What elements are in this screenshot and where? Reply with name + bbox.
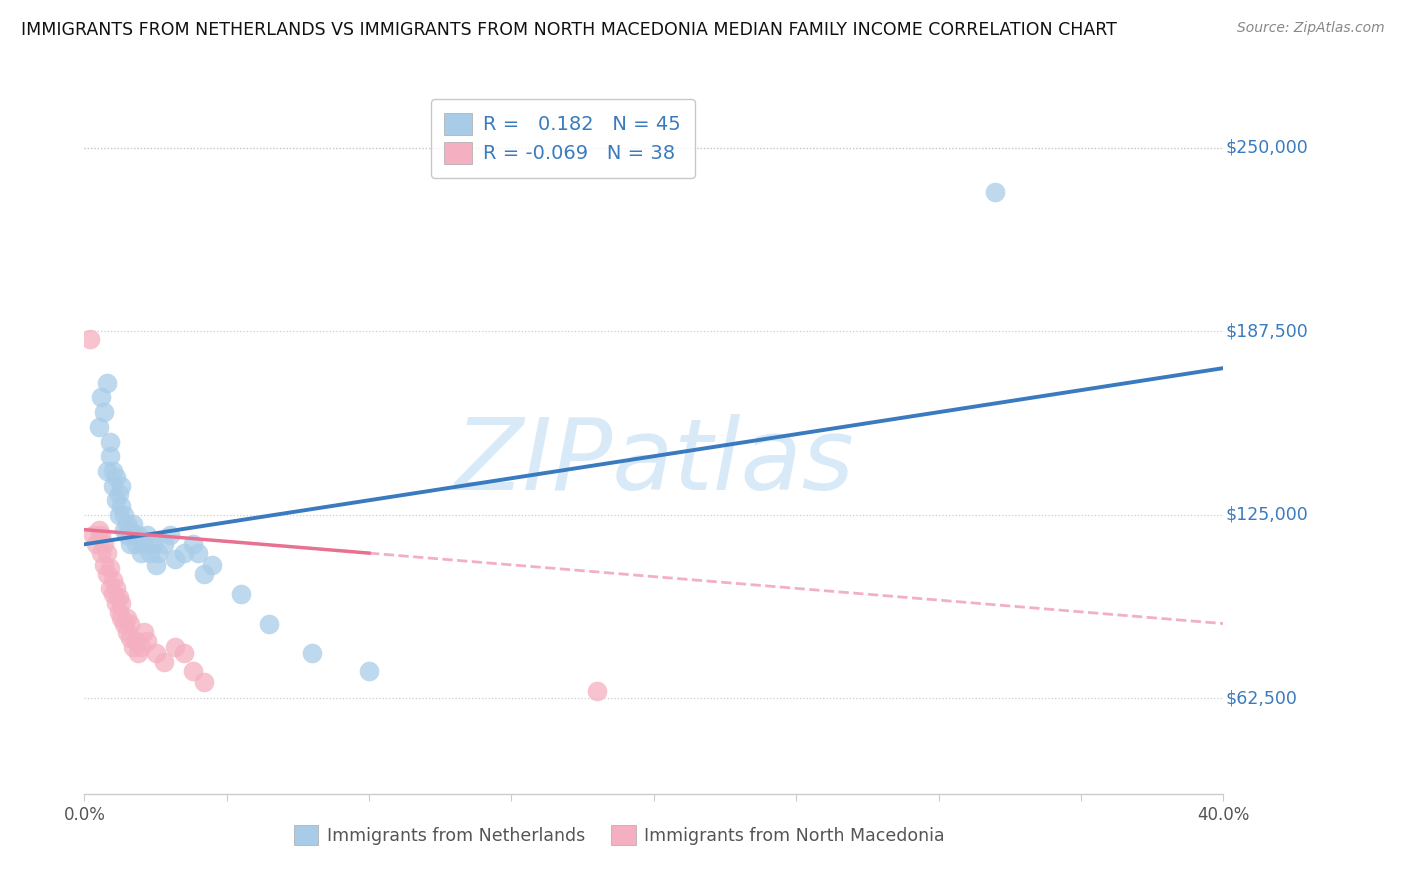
- Text: ZIPatlas: ZIPatlas: [454, 414, 853, 511]
- Point: [173, 546, 195, 560]
- Point: [82, 528, 104, 542]
- Point: [165, 552, 187, 566]
- Point: [110, 596, 132, 610]
- Point: [193, 675, 215, 690]
- Point: [98, 561, 121, 575]
- Point: [110, 610, 132, 624]
- Point: [79, 332, 101, 346]
- Text: IMMIGRANTS FROM NETHERLANDS VS IMMIGRANTS FROM NORTH MACEDONIA MEDIAN FAMILY INC: IMMIGRANTS FROM NETHERLANDS VS IMMIGRANT…: [21, 21, 1116, 38]
- Point: [110, 499, 132, 513]
- Text: $250,000: $250,000: [1226, 139, 1308, 157]
- Point: [984, 185, 1007, 199]
- Point: [96, 546, 118, 560]
- Point: [96, 464, 118, 478]
- Point: [107, 487, 129, 501]
- Point: [121, 640, 143, 654]
- Point: [84, 537, 107, 551]
- Point: [93, 558, 115, 572]
- Point: [101, 464, 124, 478]
- Point: [127, 646, 149, 660]
- Point: [115, 528, 138, 542]
- Point: [96, 566, 118, 581]
- Point: [101, 573, 124, 587]
- Text: $125,000: $125,000: [1226, 506, 1308, 524]
- Point: [153, 537, 176, 551]
- Point: [131, 546, 153, 560]
- Point: [131, 640, 153, 654]
- Point: [586, 684, 609, 698]
- Point: [101, 478, 124, 492]
- Point: [118, 616, 141, 631]
- Point: [112, 523, 135, 537]
- Point: [93, 537, 115, 551]
- Point: [201, 558, 224, 572]
- Point: [107, 590, 129, 604]
- Point: [87, 523, 110, 537]
- Point: [229, 587, 252, 601]
- Point: [124, 634, 146, 648]
- Point: [101, 587, 124, 601]
- Point: [110, 478, 132, 492]
- Point: [124, 537, 146, 551]
- Point: [107, 508, 129, 522]
- Point: [115, 516, 138, 531]
- Point: [112, 616, 135, 631]
- Point: [159, 528, 181, 542]
- Point: [104, 469, 127, 483]
- Point: [153, 655, 176, 669]
- Point: [187, 546, 209, 560]
- Point: [96, 376, 118, 390]
- Point: [181, 537, 204, 551]
- Text: Source: ZipAtlas.com: Source: ZipAtlas.com: [1237, 21, 1385, 35]
- Point: [104, 493, 127, 508]
- Point: [118, 523, 141, 537]
- Point: [139, 546, 162, 560]
- Point: [87, 420, 110, 434]
- Point: [173, 646, 195, 660]
- Point: [121, 516, 143, 531]
- Point: [145, 558, 167, 572]
- Point: [181, 664, 204, 678]
- Point: [90, 391, 112, 405]
- Point: [118, 537, 141, 551]
- Legend: Immigrants from Netherlands, Immigrants from North Macedonia: Immigrants from Netherlands, Immigrants …: [287, 818, 952, 852]
- Point: [134, 537, 156, 551]
- Point: [104, 582, 127, 596]
- Point: [301, 646, 323, 660]
- Point: [193, 566, 215, 581]
- Text: $187,500: $187,500: [1226, 322, 1308, 341]
- Point: [98, 434, 121, 449]
- Point: [127, 528, 149, 542]
- Point: [259, 616, 281, 631]
- Point: [98, 449, 121, 463]
- Point: [90, 546, 112, 560]
- Point: [115, 625, 138, 640]
- Point: [104, 596, 127, 610]
- Point: [118, 632, 141, 646]
- Point: [121, 528, 143, 542]
- Point: [112, 508, 135, 522]
- Point: [90, 528, 112, 542]
- Text: $62,500: $62,500: [1226, 690, 1298, 707]
- Point: [165, 640, 187, 654]
- Point: [98, 582, 121, 596]
- Point: [115, 610, 138, 624]
- Point: [359, 664, 381, 678]
- Point: [142, 537, 165, 551]
- Point: [148, 546, 170, 560]
- Point: [134, 625, 156, 640]
- Point: [93, 405, 115, 419]
- Point: [136, 634, 159, 648]
- Point: [145, 646, 167, 660]
- Point: [136, 528, 159, 542]
- Point: [107, 605, 129, 619]
